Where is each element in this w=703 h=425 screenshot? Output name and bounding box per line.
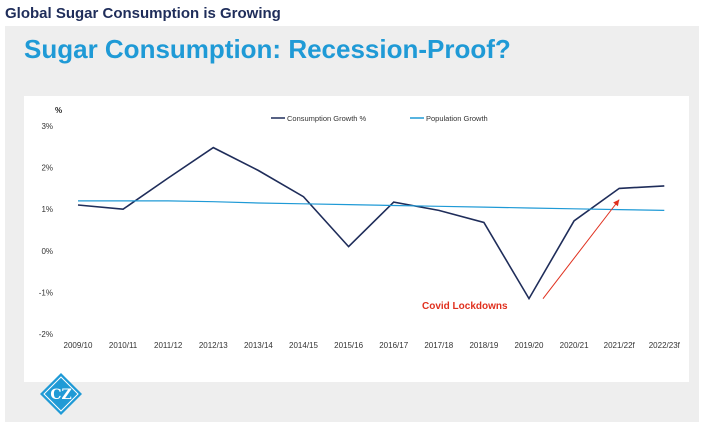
x-tick-label: 2022/23f [649, 341, 681, 350]
y-tick-label: -2% [39, 330, 53, 339]
x-axis: 2009/10 2010/11 2011/12 2012/13 2013/14 2014/… [64, 341, 681, 350]
x-tick-label: 2014/15 [289, 341, 318, 350]
x-tick-label: 2010/11 [109, 341, 138, 350]
x-tick-label: 2012/13 [199, 341, 228, 350]
svg-text:CZ: CZ [50, 387, 71, 403]
annotation-label: Covid Lockdowns [422, 301, 508, 312]
y-tick-label: 0% [41, 247, 53, 256]
y-axis: 3% 2% 1% 0% -1% -2% [39, 122, 53, 339]
legend-label: Population Growth [426, 114, 488, 123]
x-tick-label: 2009/10 [64, 341, 93, 350]
chart-card: % 3% 2% 1% 0% -1% -2% 2009/10 2010/11 2011/12 20… [24, 96, 689, 382]
series-line-population [78, 200, 665, 211]
cz-logo: CZ [40, 373, 82, 415]
x-tick-label: 2021/22f [604, 341, 636, 350]
x-tick-label: 2011/12 [154, 341, 183, 350]
x-tick-label: 2017/18 [424, 341, 453, 350]
legend-label: Consumption Growth % [287, 114, 367, 123]
annotation-arrowhead [613, 199, 620, 207]
x-tick-label: 2015/16 [334, 341, 363, 350]
y-tick-label: 2% [41, 164, 53, 173]
x-tick-label: 2018/19 [469, 341, 498, 350]
slide-title: Sugar Consumption: Recession-Proof? [24, 34, 511, 64]
series-lines [77, 146, 665, 301]
y-tick-label: 3% [41, 122, 53, 131]
annotation-arrow [542, 199, 620, 299]
x-tick-label: 2020/21 [560, 341, 589, 350]
page-header: Global Sugar Consumption is Growing [5, 5, 281, 22]
y-axis-label: % [55, 106, 62, 115]
annotation-layer: Covid Lockdowns [422, 199, 620, 312]
y-tick-label: 1% [41, 205, 53, 214]
x-tick-label: 2016/17 [379, 341, 408, 350]
x-tick-label: 2013/14 [244, 341, 273, 350]
chart-svg: % 3%2%1%0%-1%-2% 2009/10 2010/11 2011/12 20… [39, 106, 681, 350]
legend: Consumption Growth % Population Growth [271, 114, 488, 123]
y-tick-label: -1% [39, 288, 53, 297]
slide-panel: Sugar Consumption: Recession-Proof? % 3%… [5, 26, 699, 422]
series-line-consumption [77, 146, 665, 301]
x-tick-label: 2019/20 [515, 341, 544, 350]
